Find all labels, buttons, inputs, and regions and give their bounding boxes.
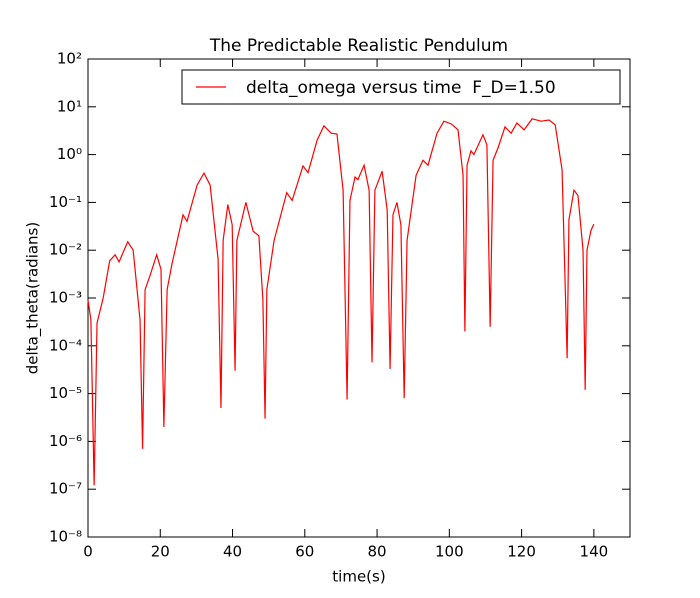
y-tick-label: 10² [57,50,82,68]
y-tick-label: 10⁻² [49,241,82,259]
y-tick-label: 10⁻³ [49,289,82,307]
legend-box [181,69,621,105]
x-tick-label: 100 [435,543,464,561]
x-tick-label: 80 [368,543,387,561]
x-tick-label: 40 [223,543,242,561]
legend-label: delta_omega versus time F_D=1.50 [246,78,556,98]
y-axis-label: delta_theta(radians) [24,222,43,374]
y-tick-label: 10⁻⁴ [49,336,82,354]
y-tick-label: 10⁻¹ [49,193,82,211]
y-tick-label: 10⁻⁸ [49,528,82,546]
y-tick-label: 10⁻⁵ [49,384,82,402]
x-tick-label: 20 [151,543,170,561]
chart-title: The Predictable Realistic Pendulum [209,36,508,56]
y-tick-label: 10⁻⁶ [49,432,82,450]
y-tick-label: 10⁰ [57,145,82,163]
x-tick-label: 0 [83,543,93,561]
x-axis-label: time(s) [332,568,385,586]
x-tick-label: 60 [295,543,314,561]
data-line [87,118,595,486]
y-tick-label: 10⁻⁷ [49,480,82,498]
x-tick-label: 140 [580,543,609,561]
x-tick-label: 120 [507,543,536,561]
y-tick-label: 10¹ [57,97,82,115]
